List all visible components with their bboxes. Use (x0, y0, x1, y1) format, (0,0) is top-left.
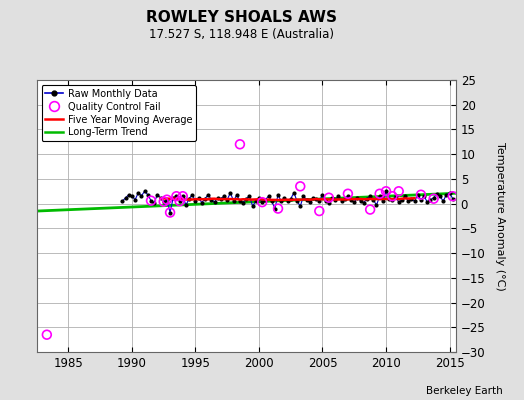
Point (236, 141, 244, 148)
Point (162, 196, 171, 203)
Point (42, 332, 51, 338)
Legend: Raw Monthly Data, Quality Control Fail, Five Year Moving Average, Long-Term Tren: Raw Monthly Data, Quality Control Fail, … (41, 85, 196, 141)
Point (366, 206, 374, 213)
Point (344, 190, 352, 197)
Point (315, 208, 323, 214)
Point (172, 193, 181, 200)
Point (395, 188, 403, 194)
Point (388, 193, 397, 200)
Point (449, 193, 457, 200)
Point (166, 209, 174, 216)
Point (147, 198, 155, 204)
Point (179, 193, 187, 200)
Point (159, 198, 168, 205)
Point (417, 192, 425, 198)
Text: ROWLEY SHOALS AWS: ROWLEY SHOALS AWS (146, 10, 336, 25)
Point (274, 205, 282, 212)
Text: Berkeley Earth: Berkeley Earth (427, 386, 503, 396)
Y-axis label: Temperature Anomaly (°C): Temperature Anomaly (°C) (495, 142, 505, 290)
Point (176, 198, 184, 204)
Point (430, 196, 438, 202)
Point (382, 188, 390, 194)
Point (258, 199, 266, 205)
Text: 17.527 S, 118.948 E (Australia): 17.527 S, 118.948 E (Australia) (148, 28, 334, 41)
Point (296, 183, 304, 190)
Point (376, 190, 384, 197)
Point (325, 194, 333, 201)
